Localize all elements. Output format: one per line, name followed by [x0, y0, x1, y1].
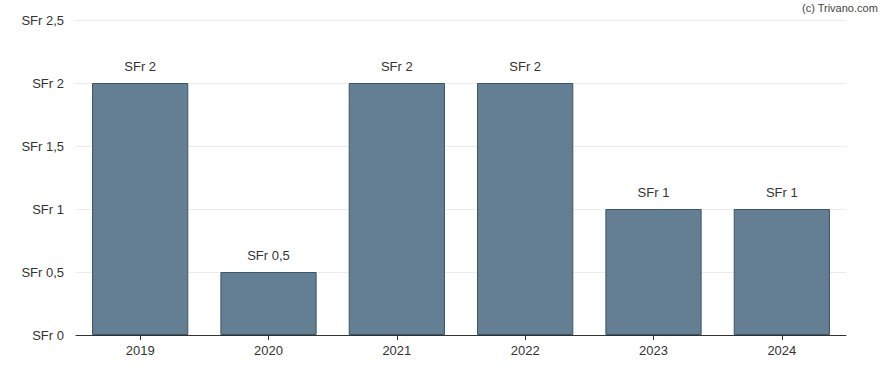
svg-text:2020: 2020	[254, 343, 283, 358]
svg-text:SFr 0: SFr 0	[32, 328, 64, 343]
svg-text:SFr 2: SFr 2	[509, 59, 541, 74]
svg-text:2021: 2021	[382, 343, 411, 358]
svg-text:2022: 2022	[511, 343, 540, 358]
svg-text:SFr 1: SFr 1	[766, 185, 798, 200]
svg-text:SFr 2: SFr 2	[32, 76, 64, 91]
svg-text:SFr 2,5: SFr 2,5	[21, 13, 64, 28]
svg-text:(c) Trivano.com: (c) Trivano.com	[802, 2, 878, 14]
svg-text:2024: 2024	[767, 343, 796, 358]
svg-text:SFr 0,5: SFr 0,5	[21, 265, 64, 280]
svg-text:2023: 2023	[639, 343, 668, 358]
svg-text:2019: 2019	[126, 343, 155, 358]
svg-text:SFr 1: SFr 1	[638, 185, 670, 200]
svg-text:SFr 2: SFr 2	[124, 59, 156, 74]
svg-text:SFr 1,5: SFr 1,5	[21, 139, 64, 154]
svg-text:SFr 1: SFr 1	[32, 202, 64, 217]
svg-text:SFr 0,5: SFr 0,5	[247, 248, 290, 263]
svg-text:SFr 2: SFr 2	[381, 59, 413, 74]
